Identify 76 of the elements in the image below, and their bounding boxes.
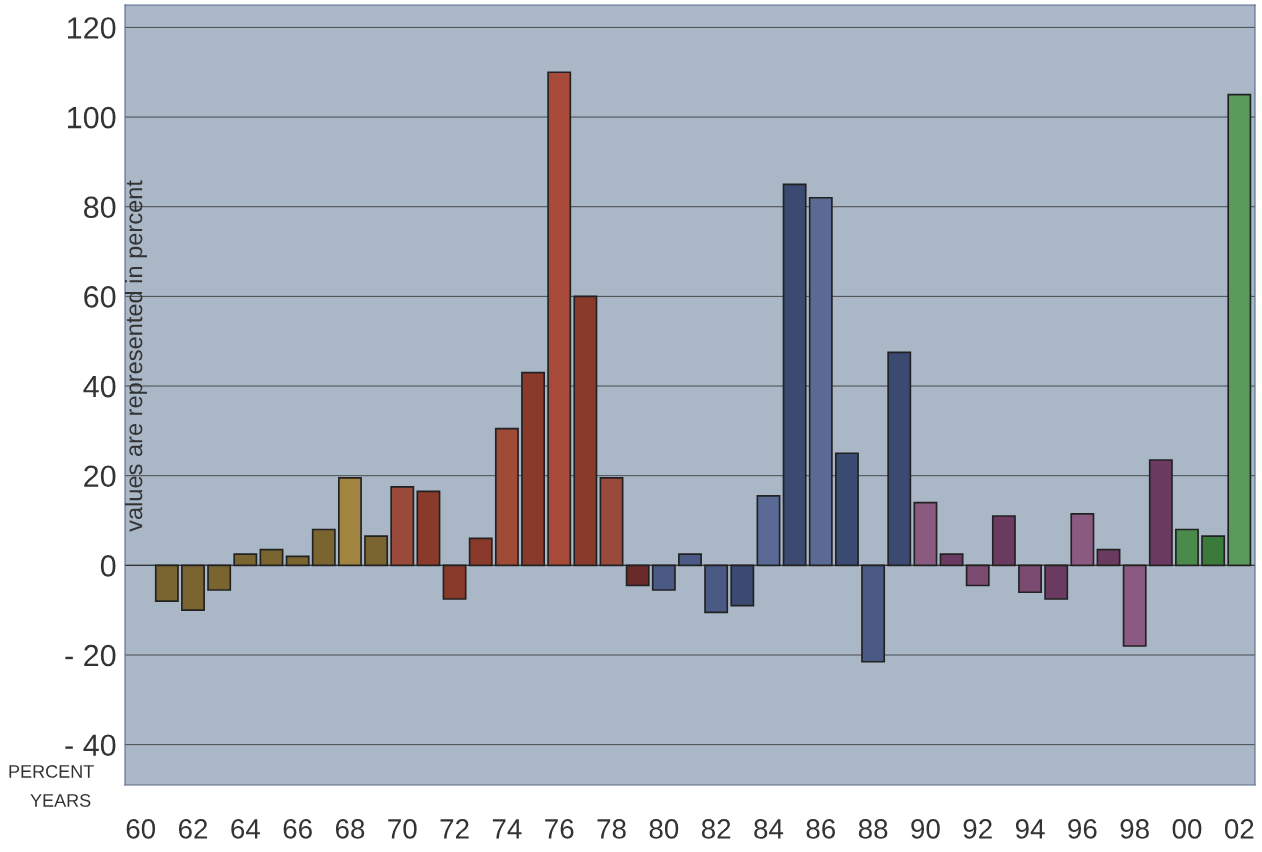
bar bbox=[678, 553, 702, 567]
bar bbox=[416, 490, 441, 567]
annotation: values are represented in percent bbox=[125, 180, 148, 532]
x-tick-label: 64 bbox=[231, 819, 260, 839]
bar bbox=[704, 564, 729, 614]
x-tick-label: 72 bbox=[440, 819, 469, 839]
x-tick-label: 86 bbox=[806, 819, 836, 839]
bar bbox=[730, 564, 755, 607]
bar bbox=[991, 515, 1016, 567]
bar bbox=[808, 196, 833, 567]
bar bbox=[756, 495, 781, 567]
x-tick-label: 02 bbox=[1224, 819, 1254, 839]
bar bbox=[861, 564, 886, 663]
bar bbox=[834, 452, 859, 567]
x-tick-label: 00 bbox=[1172, 819, 1202, 839]
bar bbox=[521, 371, 546, 567]
y-tick-label: - 20 bbox=[65, 644, 116, 667]
bar bbox=[311, 528, 336, 567]
y-tick-label: 100 bbox=[68, 106, 116, 129]
bar bbox=[913, 501, 938, 567]
bar bbox=[233, 553, 258, 567]
bar bbox=[1148, 459, 1173, 567]
x-tick-label: 74 bbox=[492, 819, 522, 839]
x-tick-label: 94 bbox=[1015, 819, 1045, 839]
bar bbox=[1175, 528, 1199, 567]
bar bbox=[259, 548, 284, 567]
y-tick-label: 80 bbox=[84, 196, 116, 219]
y-axis-title: PERCENT bbox=[9, 765, 94, 778]
bar bbox=[782, 183, 807, 567]
bar bbox=[939, 553, 964, 567]
bar bbox=[1227, 93, 1252, 567]
bar bbox=[887, 351, 912, 567]
x-tick-label: 96 bbox=[1068, 819, 1097, 839]
y-tick-label: 120 bbox=[68, 17, 116, 39]
bar bbox=[285, 555, 310, 567]
x-tick-label: 98 bbox=[1120, 819, 1149, 839]
x-tick-label: 78 bbox=[597, 819, 626, 839]
bar bbox=[573, 295, 598, 567]
bar bbox=[1070, 512, 1095, 567]
x-tick-label: 80 bbox=[649, 819, 679, 839]
x-tick-label: 76 bbox=[545, 819, 574, 839]
bar bbox=[599, 477, 624, 567]
x-tick-label: 62 bbox=[178, 819, 208, 839]
bar bbox=[1018, 564, 1042, 594]
x-tick-label: 82 bbox=[701, 819, 731, 839]
x-tick-label: 60 bbox=[126, 819, 156, 839]
y-tick-label: - 40 bbox=[65, 734, 116, 757]
bar bbox=[1201, 535, 1226, 567]
bar bbox=[442, 564, 467, 600]
x-axis-title: YEARS bbox=[30, 794, 91, 807]
bar bbox=[154, 564, 179, 603]
y-tick-label: 60 bbox=[84, 286, 116, 308]
y-tick-label: 20 bbox=[84, 465, 116, 488]
bar bbox=[1044, 564, 1069, 600]
bar bbox=[651, 564, 676, 591]
x-tick-label: 66 bbox=[283, 819, 312, 839]
bar bbox=[207, 564, 232, 591]
bar bbox=[390, 486, 415, 567]
bar bbox=[468, 537, 493, 567]
bar bbox=[364, 535, 389, 567]
bar bbox=[1122, 564, 1147, 647]
bar bbox=[625, 564, 650, 587]
x-tick-label: 90 bbox=[911, 819, 940, 839]
y-tick-label: 0 bbox=[100, 555, 116, 577]
bar bbox=[181, 564, 205, 612]
x-tick-label: 68 bbox=[335, 819, 365, 839]
x-tick-label: 88 bbox=[858, 819, 888, 839]
bar bbox=[494, 427, 519, 567]
x-tick-label: 84 bbox=[754, 819, 784, 839]
x-tick-label: 92 bbox=[963, 819, 992, 839]
bar bbox=[965, 564, 990, 587]
bar bbox=[1096, 548, 1121, 567]
bar bbox=[338, 477, 362, 567]
y-tick-label: 40 bbox=[83, 375, 116, 398]
x-tick-label: 70 bbox=[388, 819, 417, 839]
bar bbox=[547, 71, 572, 567]
